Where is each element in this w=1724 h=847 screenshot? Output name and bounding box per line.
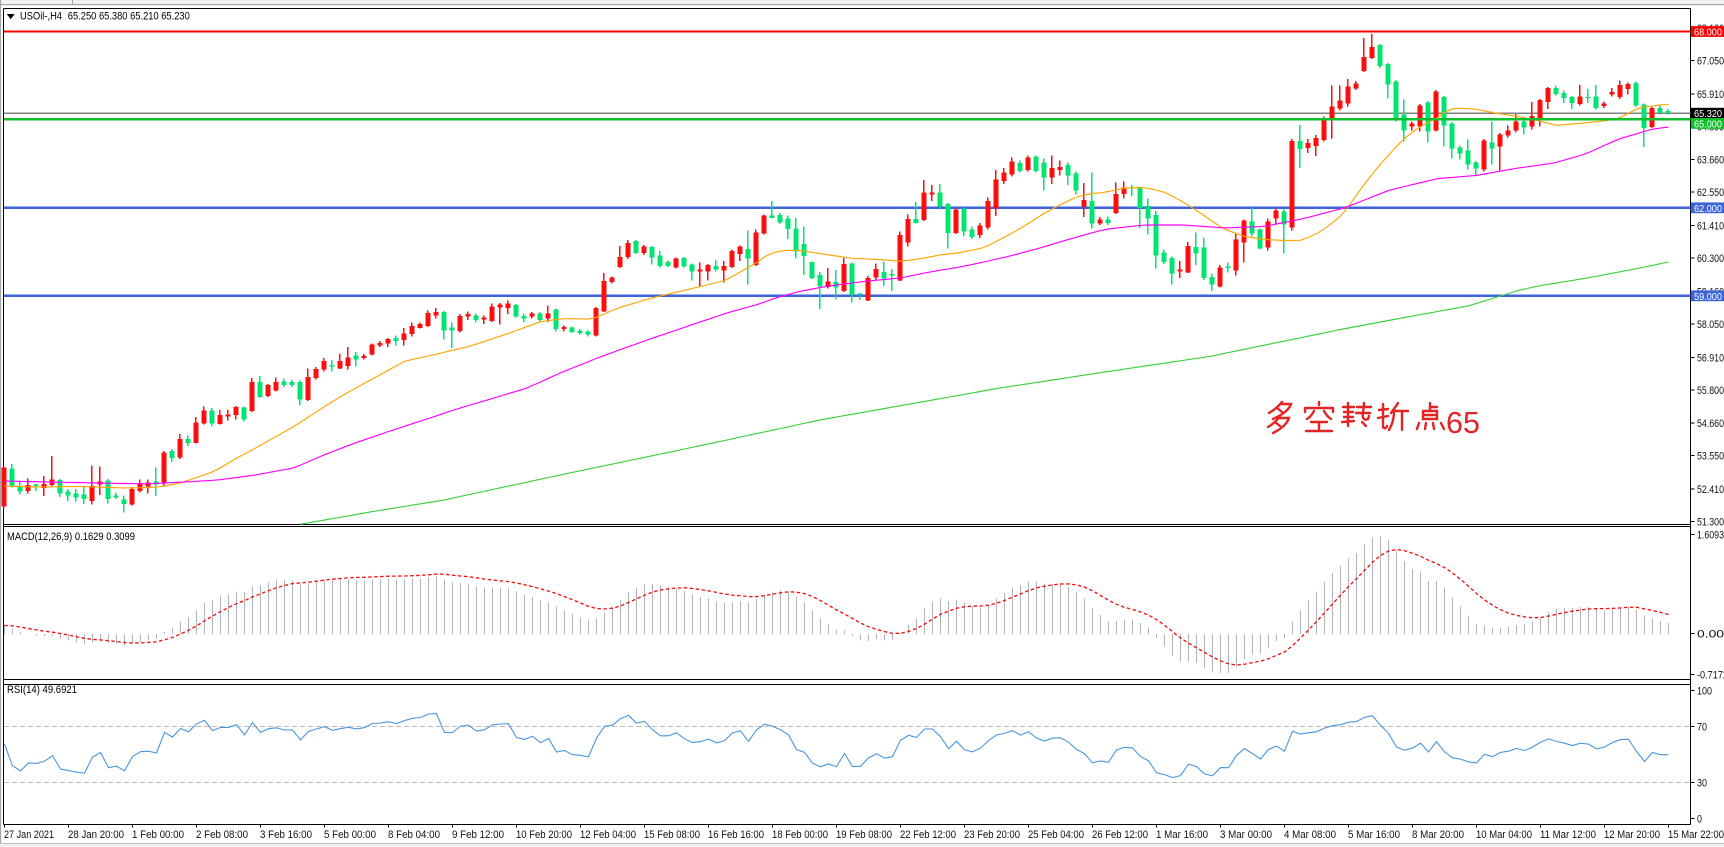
svg-text:-0.7172: -0.7172	[1697, 670, 1724, 682]
svg-text:15 Mar 22:00: 15 Mar 22:00	[1668, 829, 1724, 841]
svg-text:65.000: 65.000	[1694, 118, 1722, 130]
svg-text:15 Feb 08:00: 15 Feb 08:00	[644, 829, 700, 841]
svg-text:12 Mar 20:00: 12 Mar 20:00	[1604, 829, 1660, 841]
svg-text:0.00: 0.00	[1697, 629, 1724, 641]
svg-text:23 Feb 20:00: 23 Feb 20:00	[964, 829, 1020, 841]
svg-text:0: 0	[1697, 814, 1702, 826]
svg-text:8 Mar 20:00: 8 Mar 20:00	[1412, 829, 1464, 841]
svg-text:53.550: 53.550	[1697, 451, 1724, 463]
svg-text:65: 65	[1446, 406, 1480, 440]
svg-text:5 Mar 16:00: 5 Mar 16:00	[1348, 829, 1400, 841]
svg-text:RSI(14) 49.6921: RSI(14) 49.6921	[7, 684, 77, 696]
svg-text:68.000: 68.000	[1694, 27, 1722, 39]
svg-text:3 Mar 00:00: 3 Mar 00:00	[1220, 829, 1272, 841]
svg-text:70: 70	[1697, 722, 1707, 734]
svg-text:3 Feb 16:00: 3 Feb 16:00	[260, 829, 312, 841]
svg-text:11 Mar 12:00: 11 Mar 12:00	[1540, 829, 1596, 841]
svg-text:9 Feb 12:00: 9 Feb 12:00	[452, 829, 504, 841]
svg-text:1 Feb 00:00: 1 Feb 00:00	[132, 829, 184, 841]
svg-text:62.550: 62.550	[1697, 187, 1724, 199]
svg-text:1 Mar 16:00: 1 Mar 16:00	[1156, 829, 1208, 841]
svg-text:55.800: 55.800	[1697, 385, 1724, 397]
svg-text:MACD(12,26,9) 0.1629 0.3099: MACD(12,26,9) 0.1629 0.3099	[7, 531, 135, 543]
svg-text:2 Feb 08:00: 2 Feb 08:00	[196, 829, 248, 841]
svg-text:58.050: 58.050	[1697, 319, 1724, 331]
svg-text:USOil-,H4: USOil-,H4	[20, 11, 62, 23]
svg-text:4 Mar 08:00: 4 Mar 08:00	[1284, 829, 1336, 841]
svg-text:12 Feb 04:00: 12 Feb 04:00	[580, 829, 636, 841]
svg-text:54.660: 54.660	[1697, 418, 1724, 430]
svg-text:60.300: 60.300	[1697, 253, 1724, 265]
svg-text:56.910: 56.910	[1697, 352, 1724, 364]
svg-text:28 Jan 20:00: 28 Jan 20:00	[68, 829, 124, 841]
svg-text:26 Feb 12:00: 26 Feb 12:00	[1092, 829, 1148, 841]
svg-text:8 Feb 04:00: 8 Feb 04:00	[388, 829, 440, 841]
svg-text:67.050: 67.050	[1697, 55, 1724, 67]
svg-text:22 Feb 12:00: 22 Feb 12:00	[900, 829, 956, 841]
svg-text:65.250 65.380 65.210 65.230: 65.250 65.380 65.210 65.230	[68, 11, 190, 23]
svg-text:62.000: 62.000	[1694, 203, 1722, 215]
svg-text:10 Feb 20:00: 10 Feb 20:00	[516, 829, 572, 841]
svg-text:10 Mar 04:00: 10 Mar 04:00	[1476, 829, 1532, 841]
svg-text:59.000: 59.000	[1694, 291, 1722, 303]
svg-text:1.6093: 1.6093	[1697, 530, 1724, 542]
svg-text:61.410: 61.410	[1697, 221, 1724, 233]
svg-text:30: 30	[1697, 777, 1707, 789]
svg-text:65.910: 65.910	[1697, 89, 1724, 101]
svg-text:19 Feb 08:00: 19 Feb 08:00	[836, 829, 892, 841]
svg-text:65.320: 65.320	[1694, 108, 1722, 120]
svg-text:27 Jan 2021: 27 Jan 2021	[4, 829, 54, 841]
svg-text:18 Feb 00:00: 18 Feb 00:00	[772, 829, 828, 841]
svg-text:16 Feb 16:00: 16 Feb 16:00	[708, 829, 764, 841]
svg-text:52.410: 52.410	[1697, 484, 1724, 496]
svg-text:51.300: 51.300	[1697, 517, 1724, 529]
svg-text:100: 100	[1697, 686, 1712, 698]
svg-text:5 Feb 00:00: 5 Feb 00:00	[324, 829, 376, 841]
svg-text:63.660: 63.660	[1697, 155, 1724, 167]
svg-text:25 Feb 04:00: 25 Feb 04:00	[1028, 829, 1084, 841]
